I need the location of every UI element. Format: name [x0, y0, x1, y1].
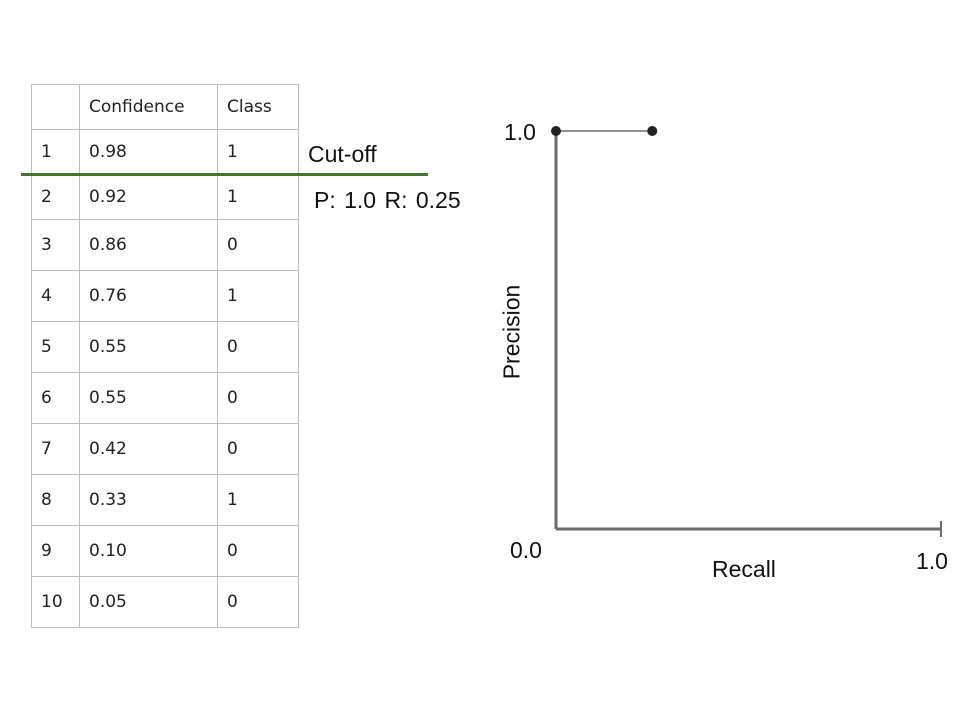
row-confidence: 0.05	[79, 576, 218, 628]
row-class: 0	[217, 576, 299, 628]
y-axis-label: Precision	[498, 284, 525, 380]
pr-curve-marks	[551, 126, 658, 136]
pr-point	[647, 126, 658, 136]
precision-recall-readout: P: 1.0 R: 0.25	[314, 187, 461, 213]
cutoff-label: Cut-off	[308, 141, 377, 167]
pr-point	[551, 126, 561, 136]
table-row: 6 0.55 0	[31, 372, 299, 424]
origin-label: 0.0	[510, 537, 542, 563]
y-max-label: 1.0	[504, 119, 536, 145]
header-index	[31, 84, 80, 130]
row-confidence: 0.92	[79, 174, 218, 220]
row-index: 10	[31, 576, 80, 628]
row-index: 8	[31, 474, 80, 526]
row-index: 9	[31, 525, 80, 577]
row-class: 0	[217, 423, 299, 475]
table-row: 9 0.10 0	[31, 525, 299, 577]
table-row: 2 0.92 1	[31, 174, 299, 220]
row-index: 4	[31, 270, 80, 322]
row-class: 1	[217, 174, 299, 220]
confidence-table: Confidence Class 1 0.98 1 2 0.92 1 3 0.8…	[31, 84, 299, 628]
table-row: 5 0.55 0	[31, 321, 299, 373]
row-index: 5	[31, 321, 80, 373]
row-confidence: 0.42	[79, 423, 218, 475]
row-confidence: 0.55	[79, 372, 218, 424]
row-confidence: 0.10	[79, 525, 218, 577]
row-confidence: 0.86	[79, 219, 218, 271]
row-class: 1	[217, 270, 299, 322]
row-index: 1	[31, 129, 80, 175]
row-confidence: 0.76	[79, 270, 218, 322]
table-row: 4 0.76 1	[31, 270, 299, 322]
row-class: 0	[217, 525, 299, 577]
row-class: 1	[217, 474, 299, 526]
row-class: 0	[217, 321, 299, 373]
row-confidence: 0.55	[79, 321, 218, 373]
table-row: 10 0.05 0	[31, 576, 299, 628]
table-row: 7 0.42 0	[31, 423, 299, 475]
row-class: 0	[217, 219, 299, 271]
cutoff-line	[21, 173, 428, 176]
row-class: 1	[217, 129, 299, 175]
table-row: 3 0.86 0	[31, 219, 299, 271]
x-axis-label: Recall	[712, 556, 776, 582]
x-max-label: 1.0	[916, 548, 948, 574]
